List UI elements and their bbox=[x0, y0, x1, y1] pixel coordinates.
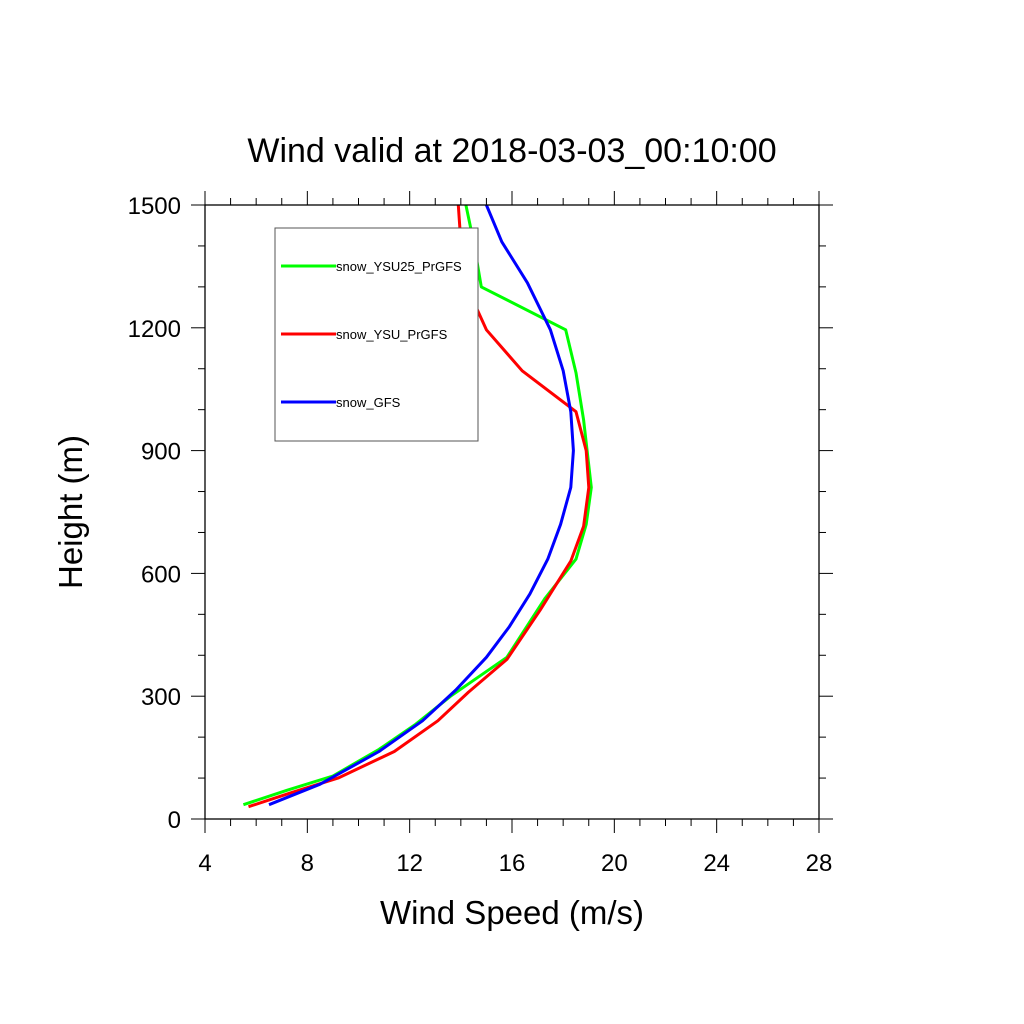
x-axis-label: Wind Speed (m/s) bbox=[380, 894, 644, 931]
y-tick-label: 300 bbox=[141, 684, 181, 711]
y-tick-label: 600 bbox=[141, 561, 181, 588]
y-tick-label: 0 bbox=[168, 807, 181, 834]
legend: snow_YSU25_PrGFS snow_YSU_PrGFS snow_GFS bbox=[274, 227, 479, 442]
legend-label: snow_YSU25_PrGFS bbox=[336, 259, 462, 274]
chart-title: Wind valid at 2018-03-03_00:10:00 bbox=[247, 132, 776, 170]
series-line-snow_GFS bbox=[268, 204, 575, 807]
x-tick-label: 16 bbox=[499, 850, 526, 877]
x-tick-label: 4 bbox=[198, 850, 211, 877]
tick-layer: 4 8 12 16 20 24 28 0 300 600 900 1200 1500 bbox=[128, 191, 833, 877]
legend-label: snow_GFS bbox=[336, 395, 401, 410]
x-tick-label: 8 bbox=[301, 850, 314, 877]
x-tick-label: 20 bbox=[601, 850, 628, 877]
plot-frame bbox=[204, 204, 820, 820]
y-tick-label: 900 bbox=[141, 439, 181, 466]
legend-label: snow_YSU_PrGFS bbox=[336, 327, 448, 342]
series-layer bbox=[242, 204, 593, 809]
y-axis-label: Height (m) bbox=[52, 435, 89, 589]
y-tick-label: 1200 bbox=[128, 316, 181, 343]
x-tick-label: 28 bbox=[806, 850, 833, 877]
x-tick-label: 12 bbox=[396, 850, 423, 877]
series-line-snow_YSU25_PrGFS bbox=[242, 204, 593, 807]
series-line-snow_YSU_PrGFS bbox=[248, 204, 591, 809]
x-tick-label: 24 bbox=[703, 850, 730, 877]
y-tick-label: 1500 bbox=[128, 193, 181, 220]
